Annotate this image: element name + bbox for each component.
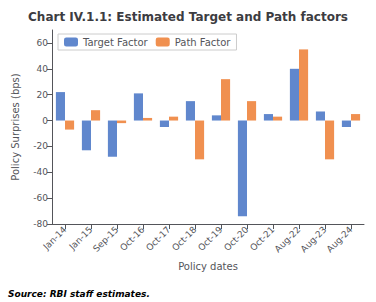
svg-text:Path Factor: Path Factor — [175, 37, 232, 48]
svg-text:Sep-15: Sep-15 — [91, 224, 120, 253]
svg-text:Oct-21: Oct-21 — [248, 224, 276, 252]
svg-text:Aug-24: Aug-24 — [325, 224, 355, 254]
svg-text:Target Factor: Target Factor — [82, 37, 149, 48]
svg-text:0: 0 — [42, 116, 48, 126]
svg-text:-80: -80 — [33, 219, 48, 229]
svg-text:Oct-18: Oct-18 — [170, 224, 199, 253]
svg-text:Oct-19: Oct-19 — [196, 224, 225, 253]
svg-text:Chart IV.1.1: Estimated Target: Chart IV.1.1: Estimated Target and Path … — [28, 10, 348, 24]
svg-text:Policy Surprises (bps): Policy Surprises (bps) — [10, 73, 21, 181]
svg-text:Oct-20: Oct-20 — [222, 224, 251, 253]
svg-text:Policy dates: Policy dates — [178, 261, 238, 272]
svg-text:Aug-22: Aug-22 — [273, 224, 303, 254]
svg-text:Aug-23: Aug-23 — [299, 224, 329, 254]
svg-text:Oct-17: Oct-17 — [144, 224, 172, 252]
svg-text:40: 40 — [37, 64, 49, 74]
svg-text:-60: -60 — [33, 193, 48, 203]
svg-text:Source: RBI staff estimates.: Source: RBI staff estimates. — [8, 289, 150, 299]
svg-text:-40: -40 — [33, 167, 48, 177]
svg-text:Jan-15: Jan-15 — [67, 224, 95, 252]
svg-text:Oct-16: Oct-16 — [118, 224, 147, 253]
svg-text:60: 60 — [37, 38, 49, 48]
svg-text:Jan-14: Jan-14 — [41, 224, 69, 252]
svg-text:-20: -20 — [33, 141, 48, 151]
svg-text:20: 20 — [37, 90, 49, 100]
